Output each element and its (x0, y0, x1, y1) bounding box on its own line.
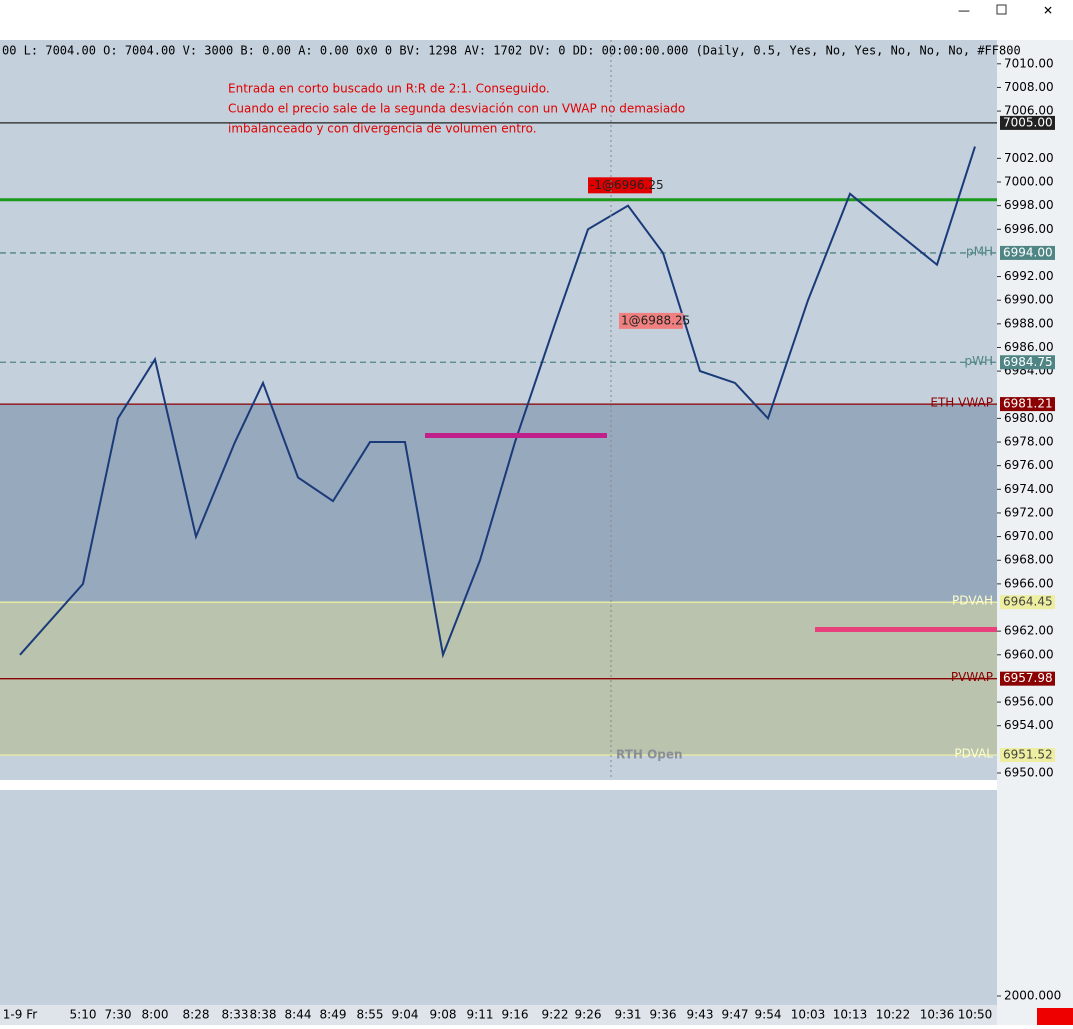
price-tag (1000, 671, 1055, 686)
y-tick-label: 6986.00 (1004, 340, 1054, 354)
x-tick-label: 9:04 (392, 1008, 419, 1022)
x-tick-label: 1-9 Fr (3, 1008, 37, 1022)
price-tag-label: 6981.21 (1003, 397, 1053, 411)
price-tag (1000, 748, 1055, 763)
y-tick-label: 6968.00 (1004, 553, 1054, 567)
trade-label: 1@6988.25 (621, 313, 690, 327)
x-tick-label: 10:50 (958, 1008, 993, 1022)
y-tick-label: 7006.00 (1004, 104, 1054, 118)
y-tick-label: 7008.00 (1004, 80, 1054, 94)
y-tick-label: 6990.00 (1004, 293, 1054, 307)
x-tick-label: 8:55 (357, 1008, 384, 1022)
y-tick-label: 6978.00 (1004, 435, 1054, 449)
price-tag-label: 6964.45 (1003, 595, 1053, 609)
x-tick-label: 9:31 (615, 1008, 642, 1022)
y-tick-label: 6966.00 (1004, 576, 1054, 590)
trade-label: -1@6996.25 (590, 178, 664, 192)
x-tick-label: 8:49 (320, 1008, 347, 1022)
y-tick-label: 6980.00 (1004, 411, 1054, 425)
level-name: PVWAP (951, 670, 993, 684)
y-tick-label: 7000.00 (1004, 175, 1054, 189)
annotation: Cuando el precio sale de la segunda desv… (228, 102, 685, 116)
y-tick-label: 6962.00 (1004, 624, 1054, 638)
price-tag-label: 7005.00 (1003, 115, 1053, 129)
level-name: PDVAH (952, 594, 993, 608)
title-bar (0, 0, 1073, 40)
trade-tag (619, 312, 683, 329)
price-tag (1000, 595, 1055, 610)
y-tick-label: 6974.00 (1004, 482, 1054, 496)
x-tick-label: 9:11 (467, 1008, 494, 1022)
level-name: PDVAL (954, 747, 993, 761)
status-indicator (1037, 1008, 1073, 1025)
x-tick-label: 9:22 (542, 1008, 569, 1022)
price-tag (1000, 397, 1055, 412)
x-tick-label: 8:44 (285, 1008, 312, 1022)
restore[interactable] (996, 4, 1007, 15)
y-tick-label: 6972.00 (1004, 505, 1054, 519)
y-tick-label: 6954.00 (1004, 718, 1054, 732)
price-line (19, 146, 976, 659)
x-tick-label: 9:36 (650, 1008, 677, 1022)
session-label: RTH Open (616, 748, 683, 762)
annotation: imbalanceado y con divergencia de volume… (228, 122, 537, 136)
level-segment (815, 627, 997, 632)
y-tick-label: 6950.00 (1004, 766, 1054, 780)
price-tag (1000, 355, 1055, 370)
close[interactable]: ✕ (1043, 4, 1053, 18)
x-tick-label: 8:33 (222, 1008, 249, 1022)
price-tag (1000, 115, 1055, 130)
x-tick-label: 9:47 (722, 1008, 749, 1022)
price-axis-bg (997, 40, 1073, 1025)
price-tag (1000, 245, 1055, 260)
x-tick-label: 9:08 (430, 1008, 457, 1022)
x-tick-label: 10:13 (833, 1008, 868, 1022)
x-tick-label: 7:30 (105, 1008, 132, 1022)
level-name: pMH (966, 244, 993, 258)
y-tick-label: 6998.00 (1004, 198, 1054, 212)
minimize[interactable]: — (958, 4, 970, 18)
x-tick-label: 9:43 (687, 1008, 714, 1022)
x-tick-label: 9:26 (575, 1008, 602, 1022)
price-tag-label: 6984.75 (1003, 355, 1053, 369)
x-tick-label: 5:10 (70, 1008, 97, 1022)
y-tick-label: 6956.00 (1004, 695, 1054, 709)
time-axis-bg (0, 1005, 997, 1025)
y-tick-label: 6976.00 (1004, 458, 1054, 472)
x-tick-label: 8:00 (142, 1008, 169, 1022)
price-tag-label: 6994.00 (1003, 245, 1053, 259)
status-line: 00 L: 7004.00 O: 7004.00 V: 3000 B: 0.00… (2, 44, 1021, 58)
price-tag-label: 6957.98 (1003, 671, 1053, 685)
x-tick-label: 9:16 (502, 1008, 529, 1022)
lower-plot-bg (0, 790, 997, 1005)
y-tick-label: 6992.00 (1004, 269, 1054, 283)
x-tick-label: 10:22 (876, 1008, 911, 1022)
annotation: Entrada en corto buscado un R:R de 2:1. … (228, 82, 550, 96)
x-tick-label: 10:36 (920, 1008, 955, 1022)
trade-tag (588, 177, 652, 194)
level-name: pWH (964, 354, 993, 368)
y-tick-label: 6970.00 (1004, 529, 1054, 543)
y-tick-label: 2000.000 (1004, 989, 1061, 1003)
y-tick-label: 6988.00 (1004, 316, 1054, 330)
x-tick-label: 9:54 (755, 1008, 782, 1022)
level-name: ETH VWAP (930, 396, 993, 410)
y-tick-label: 7002.00 (1004, 151, 1054, 165)
y-tick-label: 6996.00 (1004, 222, 1054, 236)
x-tick-label: 10:03 (791, 1008, 826, 1022)
level-segment (425, 433, 607, 438)
price-tag-label: 6951.52 (1003, 748, 1053, 762)
y-tick-label: 7010.00 (1004, 56, 1054, 70)
y-tick-label: 6960.00 (1004, 647, 1054, 661)
x-tick-label: 8:38 (250, 1008, 277, 1022)
x-tick-label: 8:28 (183, 1008, 210, 1022)
